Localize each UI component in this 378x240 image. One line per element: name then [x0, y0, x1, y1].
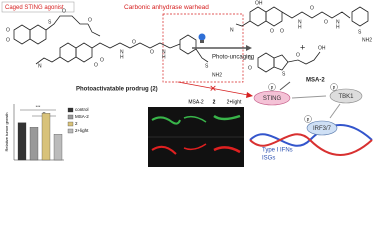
legend-swatch	[67, 128, 74, 134]
atom: N	[38, 63, 42, 69]
arrow-head	[246, 92, 253, 98]
phospho-label: p	[307, 117, 310, 122]
atom: S	[205, 63, 209, 69]
block-mark: ✕	[209, 83, 217, 93]
atom: O	[324, 19, 328, 25]
warhead-label: Carbonic anhydrase warhead	[124, 4, 209, 11]
atom: S	[282, 71, 286, 77]
y-axis-label: Relative tumor growth	[4, 113, 9, 152]
activation-arrow	[279, 81, 291, 91]
legend-swatch	[67, 107, 74, 113]
column-label: MSA-2	[188, 99, 204, 105]
output-label: ISGs	[262, 156, 275, 162]
atom: O	[88, 17, 92, 23]
node-label: IRF3/7	[313, 126, 332, 132]
legend-swatch	[67, 121, 74, 127]
atom: N	[298, 19, 302, 25]
pathway-arrow	[291, 95, 327, 99]
sting-node	[253, 90, 291, 106]
atom: O	[310, 5, 314, 11]
msa2-structure	[257, 51, 321, 73]
atom: S	[358, 29, 362, 35]
caged-box	[1, 1, 75, 13]
phospho-label: p	[271, 85, 274, 90]
atom: O	[94, 62, 98, 68]
atom: O	[270, 28, 274, 34]
irf-node	[306, 120, 338, 136]
atom: H	[298, 24, 302, 30]
atom: NH2	[212, 72, 222, 78]
pathway-arrow	[329, 103, 341, 119]
atom: OH	[255, 0, 263, 6]
phospho-label: p	[333, 85, 336, 90]
column-label: 2+light	[227, 99, 242, 105]
atom: O	[248, 55, 252, 61]
prodrug-label: Photoactivatable prodrug (2)	[76, 87, 158, 93]
node-label: TBK1	[338, 94, 354, 100]
plus-sign: +	[300, 42, 305, 52]
dna-strand	[249, 133, 373, 156]
prodrug-structure	[13, 15, 209, 65]
atom: O	[6, 37, 10, 43]
bar	[29, 127, 39, 161]
phospho	[304, 115, 312, 123]
output-label: Type I IFNs	[262, 148, 293, 154]
atom: H	[120, 54, 124, 60]
light-bulb-base	[200, 40, 204, 43]
bar	[17, 122, 27, 161]
atom: O	[6, 27, 10, 33]
atom: N	[230, 27, 234, 33]
atom: N	[162, 49, 166, 55]
legend-label: control	[75, 107, 89, 112]
column-label: 2	[213, 99, 216, 105]
atom: S	[48, 19, 52, 25]
bar	[53, 134, 63, 161]
atom: O	[248, 65, 252, 71]
phospho	[330, 83, 338, 91]
coumarin-structure	[235, 6, 369, 27]
atom: O	[150, 49, 154, 55]
legend-label: 2	[75, 121, 78, 126]
legend-label: 2+light	[75, 128, 89, 133]
atom: NH2	[362, 37, 372, 43]
atom: O	[280, 28, 284, 34]
bar	[41, 113, 51, 161]
atom: H	[162, 54, 166, 60]
tbk1-node	[329, 88, 363, 104]
light-bulb	[198, 33, 206, 41]
arrow-head	[246, 45, 252, 51]
product-label: MSA-2	[306, 78, 325, 84]
atom: O	[296, 52, 300, 58]
blocked-arrow	[177, 81, 249, 96]
caged-label: Caged STING agonist	[5, 5, 64, 11]
legend-swatch	[67, 114, 74, 120]
significance: ***	[36, 104, 41, 109]
atom: O	[100, 57, 104, 63]
uncaging-label: Photo-uncaging	[212, 55, 254, 61]
atom: H	[336, 24, 340, 30]
micrograph-signal	[148, 114, 244, 155]
graphical-abstract: Caged STING agonist Carbonic anhydrase w…	[1, 0, 373, 167]
node-label: STING	[263, 96, 282, 102]
atom: O	[62, 8, 66, 14]
atom: O	[132, 39, 136, 45]
significance: **	[42, 111, 46, 116]
atom: N	[336, 19, 340, 25]
phospho	[268, 83, 276, 91]
legend-label: MSA-2	[75, 114, 89, 119]
atom: N	[120, 49, 124, 55]
atom: OH	[318, 45, 326, 51]
